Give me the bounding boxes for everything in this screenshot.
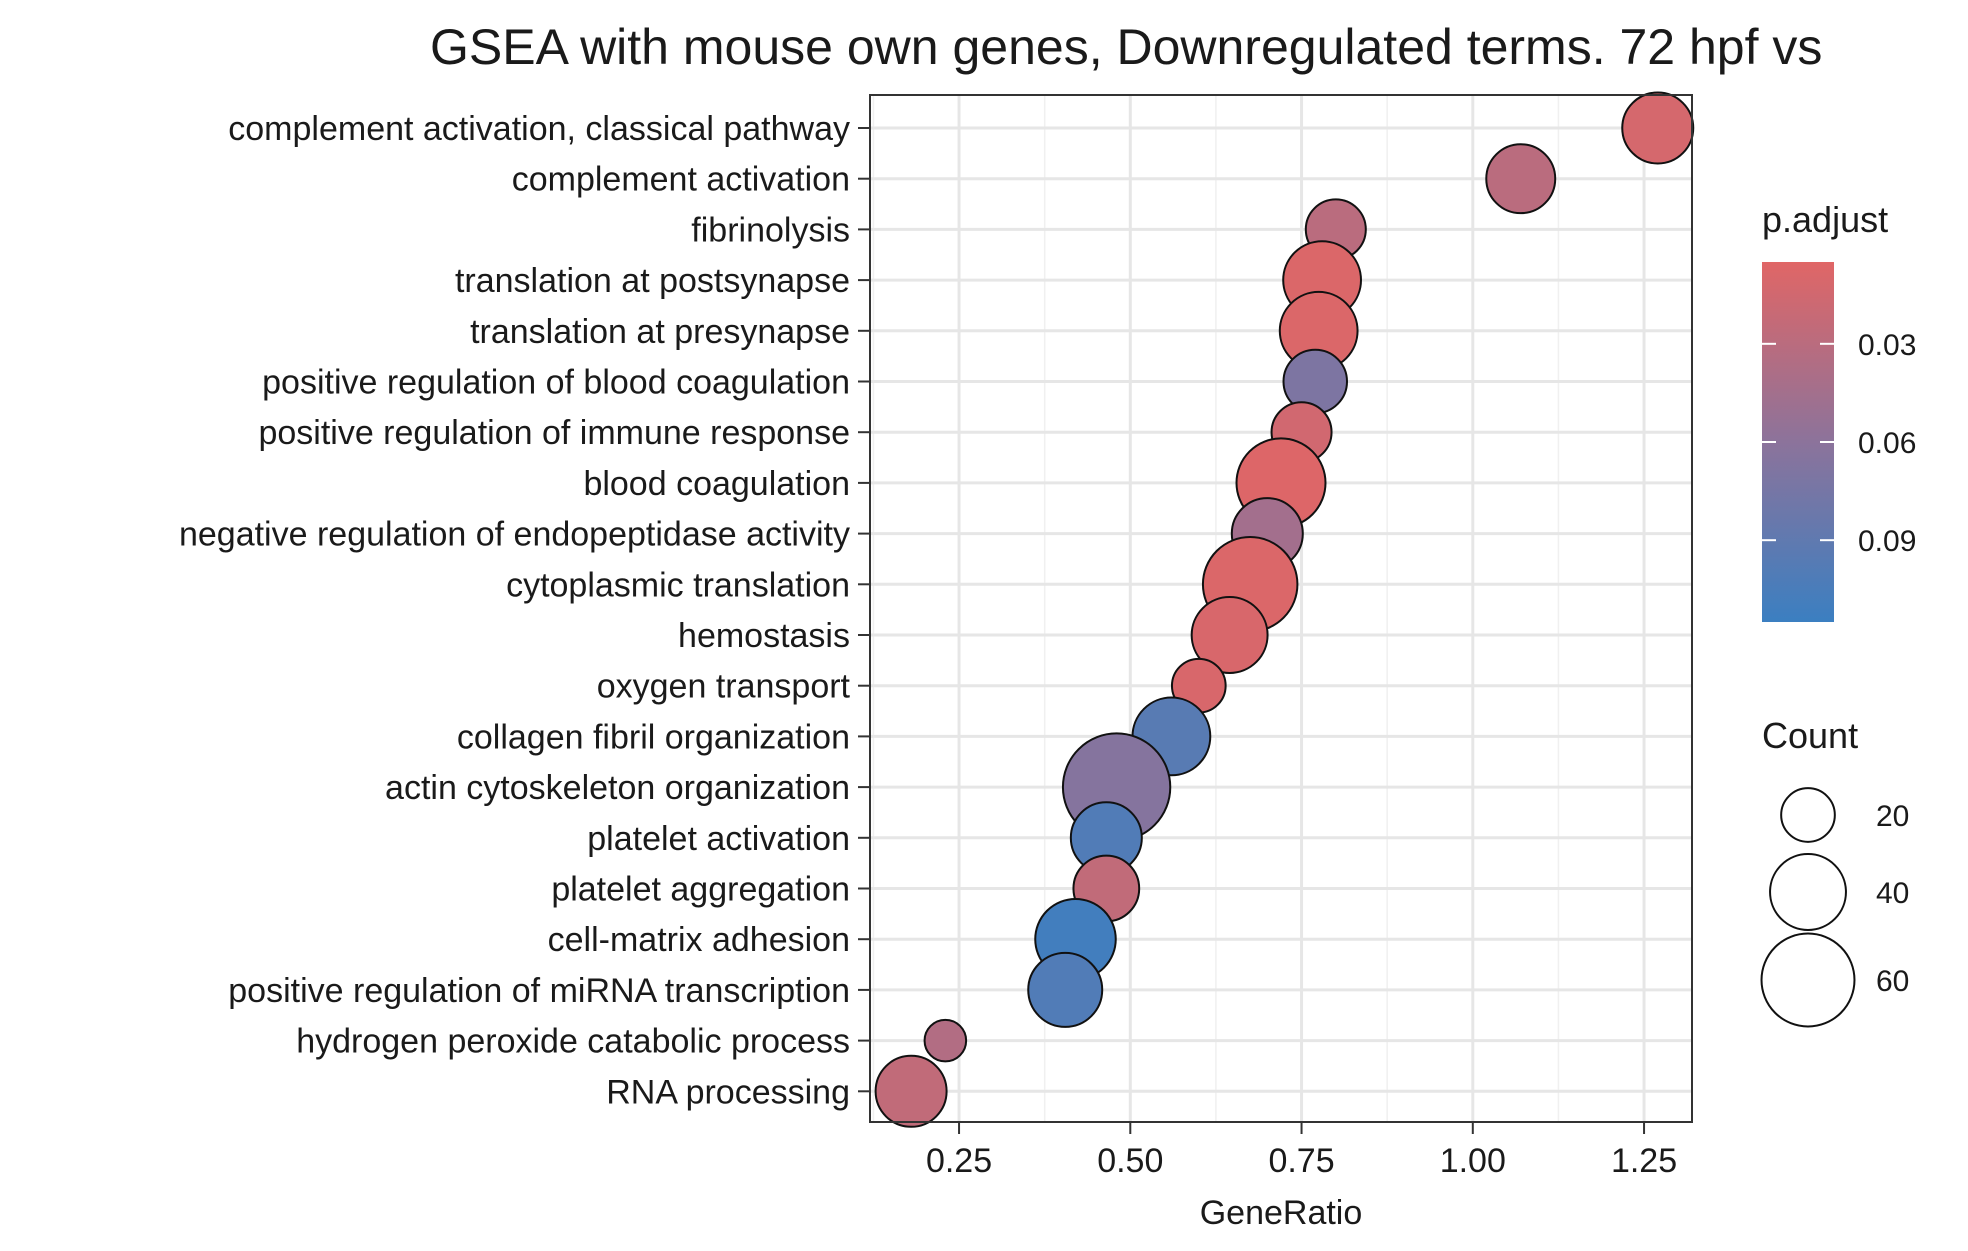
data-point (874, 1054, 948, 1128)
x-tick-label: 1.00 (1440, 1142, 1506, 1180)
x-tick-label: 0.50 (1097, 1142, 1163, 1180)
y-tick-label: fibrinolysis (691, 211, 850, 249)
y-tick-label: platelet aggregation (551, 871, 850, 909)
data-point (1027, 951, 1104, 1028)
y-tick-label: cell-matrix adhesion (548, 921, 850, 959)
size-legend-label: 20 (1876, 800, 1909, 833)
size-legend-label: 40 (1876, 877, 1909, 910)
size-legend-circle (1760, 932, 1856, 1028)
y-tick-label: negative regulation of endopeptidase act… (179, 516, 850, 554)
y-tick-label: positive regulation of blood coagulation (262, 364, 850, 402)
size-legend-circle (1780, 787, 1836, 843)
size-legend-circle (1769, 853, 1847, 931)
size-legend-title: Count (1762, 715, 1858, 756)
color-legend-label: 0.06 (1858, 427, 1916, 460)
size-legend: Count 20 40 60 (1760, 715, 1909, 1028)
data-point (923, 1018, 968, 1063)
y-tick-label: cytoplasmic translation (506, 566, 850, 604)
y-tick-label: RNA processing (606, 1073, 850, 1111)
size-legend-label: 60 (1876, 965, 1909, 998)
y-tick-label: translation at presynapse (470, 313, 850, 351)
color-legend-title: p.adjust (1762, 199, 1888, 240)
y-tick-label: complement activation (512, 161, 850, 199)
y-tick-label: translation at postsynapse (455, 262, 850, 300)
color-legend: p.adjust 0.03 0.06 0.09 (1762, 199, 1916, 622)
x-tick-label: 0.75 (1268, 1142, 1334, 1180)
y-tick-label: complement activation, classical pathway (228, 110, 850, 148)
data-point (1621, 91, 1695, 165)
y-tick-label: blood coagulation (583, 465, 850, 503)
y-tick-label: actin cytoskeleton organization (385, 769, 850, 807)
y-tick-label: platelet activation (587, 820, 850, 858)
color-legend-label: 0.09 (1858, 525, 1916, 558)
y-tick-label: positive regulation of immune response (258, 414, 850, 452)
color-legend-label: 0.03 (1858, 329, 1916, 362)
y-tick-label: hemostasis (678, 617, 850, 655)
y-tick-label: collagen fibril organization (457, 718, 850, 756)
data-point (1485, 143, 1557, 215)
x-tick-label: 1.25 (1611, 1142, 1677, 1180)
x-tick-label: 0.25 (926, 1142, 992, 1180)
y-tick-label: oxygen transport (597, 668, 851, 706)
data-point (1190, 596, 1269, 674)
y-tick-label: hydrogen peroxide catabolic process (296, 1023, 850, 1061)
y-tick-label: positive regulation of miRNA transcripti… (228, 972, 850, 1010)
x-axis-label: GeneRatio (1200, 1194, 1363, 1232)
chart-title: GSEA with mouse own genes, Downregulated… (430, 19, 1822, 75)
plot-panel-border (869, 94, 1693, 1123)
